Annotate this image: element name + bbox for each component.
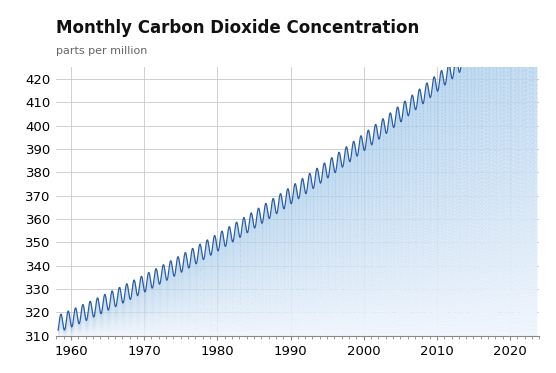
Text: Monthly Carbon Dioxide Concentration: Monthly Carbon Dioxide Concentration [56, 19, 419, 37]
Text: parts per million: parts per million [56, 46, 147, 56]
